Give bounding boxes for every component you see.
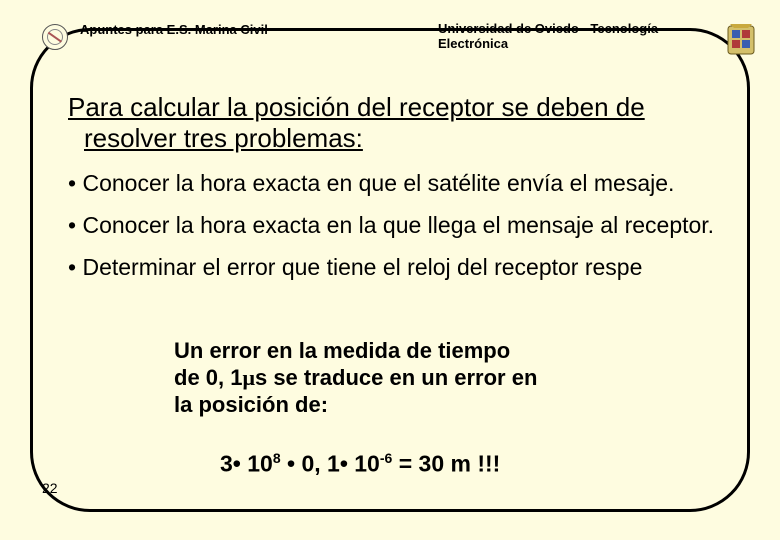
callout-line2-post: s se traduce en un error en xyxy=(255,365,537,390)
callout-line2-pre: de 0, 1 xyxy=(174,365,242,390)
eq-a-exp: 8 xyxy=(273,450,281,466)
eq-b-exp: -6 xyxy=(380,450,392,466)
equation: 3• 108 • 0, 1• 10-6 = 30 m !!! xyxy=(220,450,500,478)
bullet-item: Conocer la hora exacta en que el satélit… xyxy=(68,170,728,198)
mu-symbol: μ xyxy=(242,365,254,390)
callout-text: Un error en la medida de tiempo de 0, 1μ… xyxy=(174,338,622,418)
crest-icon xyxy=(726,22,756,58)
bullet-list: Conocer la hora exacta en que el satélit… xyxy=(68,170,728,281)
callout-line3: la posición de: xyxy=(174,392,328,417)
page-number: 22 xyxy=(42,480,58,496)
eq-rhs: = 30 m !!! xyxy=(392,451,500,477)
header-right-text: Universidad de Oviedo - Tecnología Elect… xyxy=(438,22,718,52)
callout-box: Un error en la medida de tiempo de 0, 1μ… xyxy=(158,330,638,424)
bullet-item: Conocer la hora exacta en la que llega e… xyxy=(68,212,728,240)
header-left-text: Apuntes para E.S. Marina Civil xyxy=(80,22,340,37)
compass-icon xyxy=(42,24,68,50)
slide-heading: Para calcular la posición del receptor s… xyxy=(68,92,728,154)
callout-line1: Un error en la medida de tiempo xyxy=(174,338,510,363)
eq-mid: • 0, 1• 10 xyxy=(281,451,380,477)
content: Para calcular la posición del receptor s… xyxy=(68,92,728,281)
header: Apuntes para E.S. Marina Civil Universid… xyxy=(0,22,780,58)
bullet-item: Determinar el error que tiene el reloj d… xyxy=(68,254,728,282)
eq-a-base: 3• 10 xyxy=(220,451,273,477)
